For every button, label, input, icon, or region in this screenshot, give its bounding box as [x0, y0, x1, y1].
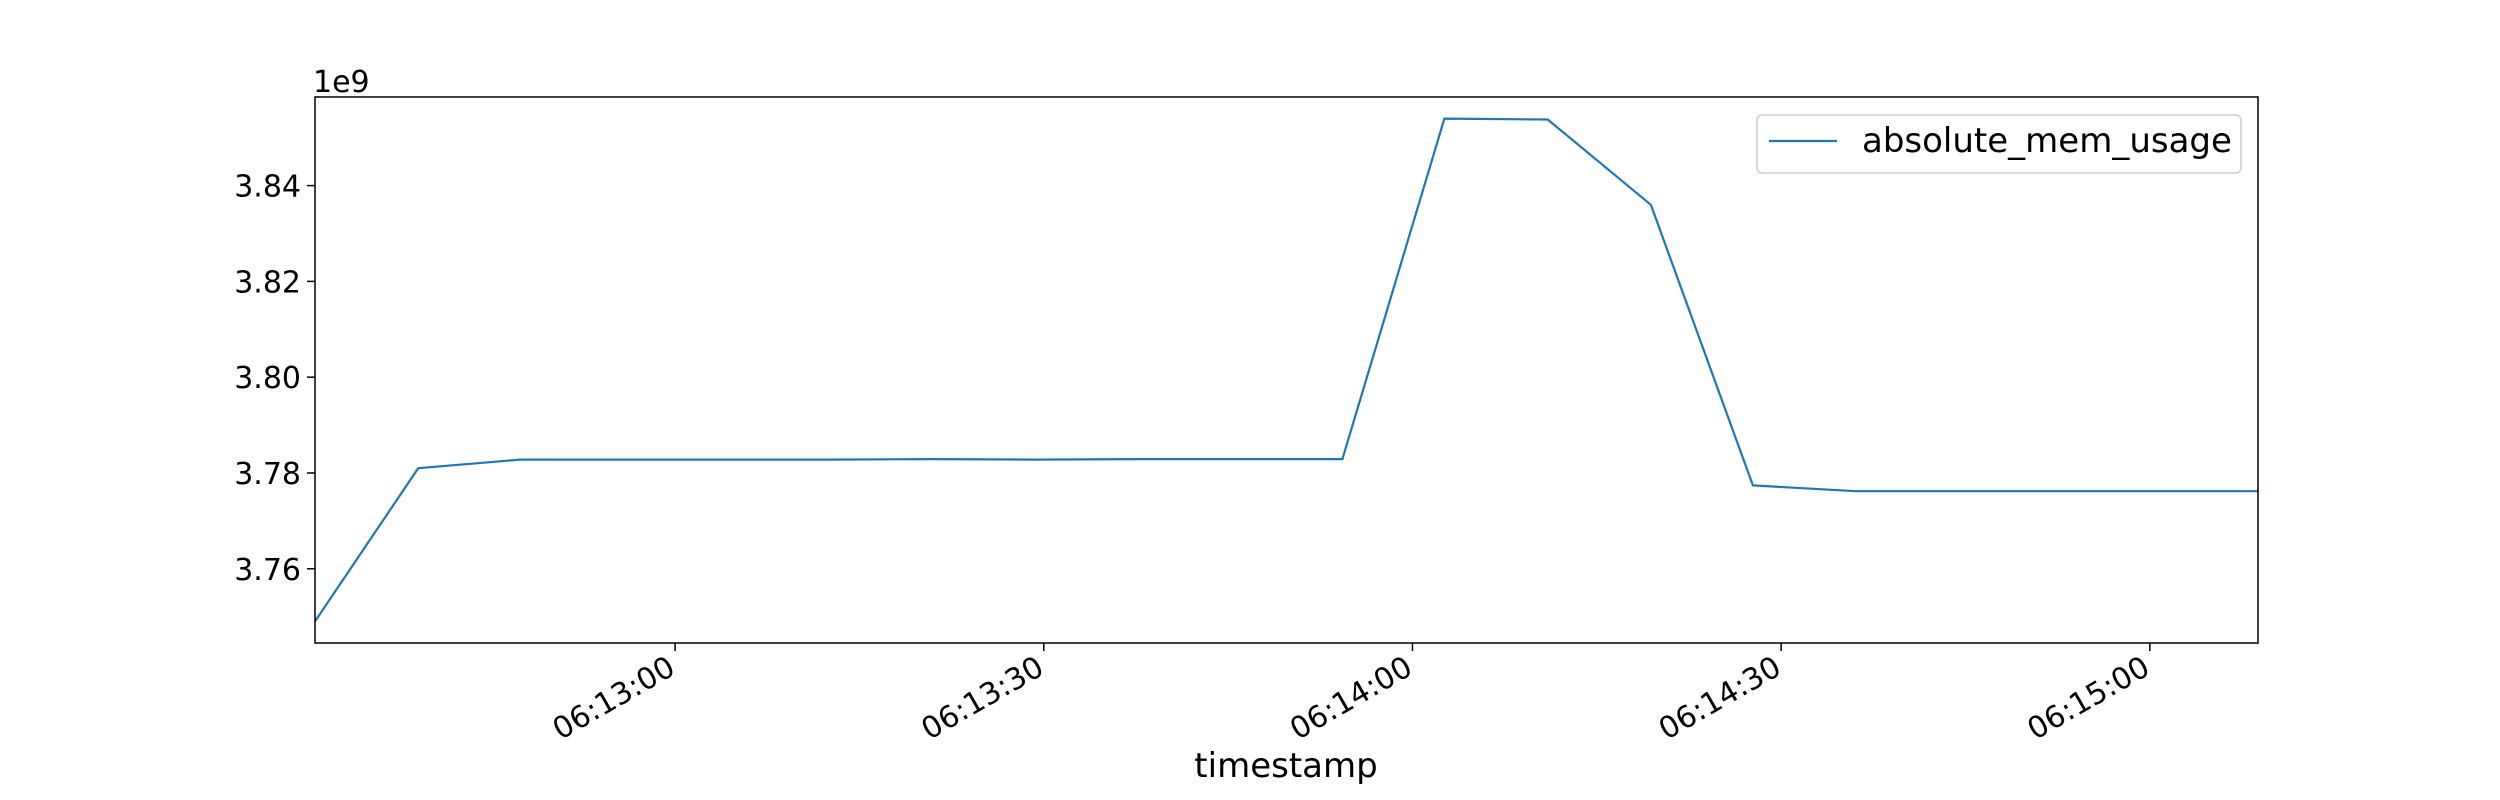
y-tick-label: 3.78	[234, 457, 301, 492]
y-tick-label: 3.84	[234, 170, 301, 205]
x-tick-label: 06:15:00	[2022, 650, 2156, 748]
legend: absolute_mem_usage	[1756, 114, 2242, 174]
y-axis-offset-text: 1e9	[313, 65, 370, 100]
y-tick-label: 3.82	[234, 265, 301, 300]
x-axis-title: timestamp	[1194, 746, 1377, 786]
plot-area	[315, 97, 2258, 643]
y-tick-label: 3.76	[234, 553, 301, 588]
x-tick-label: 06:13:00	[547, 650, 681, 748]
x-axis: 06:13:00 06:13:30 06:14:00 06:14:30 06:15:00	[547, 643, 2156, 747]
x-tick-label: 06:13:30	[916, 650, 1050, 748]
series-line-absolute_mem_usage	[314, 117, 2258, 623]
x-tick-label: 06:14:30	[1653, 650, 1787, 748]
legend-label: absolute_mem_usage	[1862, 121, 2232, 161]
x-tick-label: 06:14:00	[1284, 650, 1418, 748]
legend-box	[1756, 114, 2242, 174]
y-tick-label: 3.80	[234, 361, 301, 396]
plot-frame	[314, 96, 2259, 644]
y-axis: 3.76 3.78 3.80 3.82 3.84	[234, 170, 315, 588]
